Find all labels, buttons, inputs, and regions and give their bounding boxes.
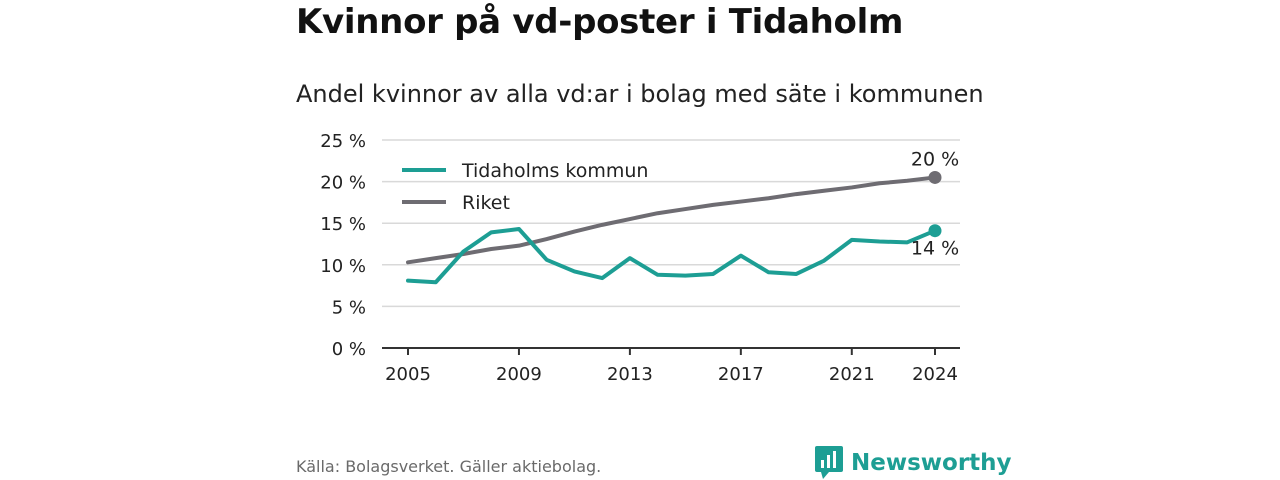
- x-tick-label: 2017: [718, 364, 764, 385]
- brand-name: Newsworthy: [851, 450, 1012, 476]
- legend-label: Tidaholms kommun: [461, 160, 648, 182]
- legend-label: Riket: [462, 192, 510, 214]
- x-tick-label: 2005: [385, 364, 431, 385]
- y-tick-label: 25 %: [320, 131, 366, 152]
- newsworthy-logo-icon: [815, 446, 843, 479]
- source-note: Källa: Bolagsverket. Gäller aktiebolag.: [296, 457, 602, 476]
- x-tick-label: 2021: [829, 364, 875, 385]
- y-tick-label: 5 %: [332, 297, 366, 318]
- x-tick-label: 2013: [607, 364, 653, 385]
- x-tick-label: 2009: [496, 364, 542, 385]
- brand-logo: Newsworthy: [815, 446, 1012, 480]
- chart-title: Kvinnor på vd-poster i Tidaholm: [296, 2, 904, 42]
- series-end-marker: [928, 224, 942, 238]
- x-tick-label: 2024: [912, 364, 958, 385]
- y-tick-label: 20 %: [320, 173, 366, 194]
- y-tick-label: 0 %: [332, 339, 366, 360]
- series-line: [406, 227, 937, 285]
- legend: Tidaholms kommun Riket: [402, 160, 648, 214]
- axes: 0 % 5 % 10 % 15 % 20 % 25 % 2005 2009 2013 2017 20…: [320, 131, 960, 385]
- series-line: [406, 175, 937, 265]
- end-value-label: 20 %: [911, 148, 959, 170]
- series-end-marker: [928, 170, 942, 184]
- line-chart: 0 % 5 % 10 % 15 % 20 % 25 % 2005 2009 2013 2017 20…: [320, 131, 960, 385]
- y-tick-label: 15 %: [320, 214, 366, 235]
- series-lines: [406, 170, 942, 285]
- end-value-label: 14 %: [911, 238, 959, 260]
- gridlines: [382, 139, 960, 308]
- y-tick-label: 10 %: [320, 256, 366, 277]
- chart-subtitle: Andel kvinnor av alla vd:ar i bolag med …: [296, 80, 984, 108]
- end-labels: 14 % 20 %: [911, 148, 959, 259]
